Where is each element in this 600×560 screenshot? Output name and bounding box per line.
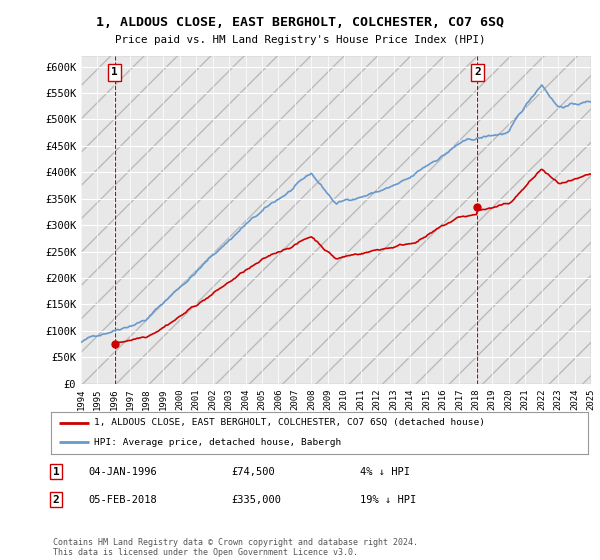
Text: 05-FEB-2018: 05-FEB-2018: [89, 494, 158, 505]
Text: 19% ↓ HPI: 19% ↓ HPI: [360, 494, 416, 505]
Text: £74,500: £74,500: [231, 466, 275, 477]
Text: 4% ↓ HPI: 4% ↓ HPI: [360, 466, 410, 477]
Text: Contains HM Land Registry data © Crown copyright and database right 2024.
This d: Contains HM Land Registry data © Crown c…: [53, 538, 418, 557]
Text: 2: 2: [474, 67, 481, 77]
Text: HPI: Average price, detached house, Babergh: HPI: Average price, detached house, Babe…: [94, 438, 341, 447]
Text: 2: 2: [53, 494, 59, 505]
Text: £335,000: £335,000: [231, 494, 281, 505]
Text: 04-JAN-1996: 04-JAN-1996: [89, 466, 158, 477]
Text: Price paid vs. HM Land Registry's House Price Index (HPI): Price paid vs. HM Land Registry's House …: [115, 35, 485, 45]
Text: 1: 1: [111, 67, 118, 77]
Text: 1, ALDOUS CLOSE, EAST BERGHOLT, COLCHESTER, CO7 6SQ (detached house): 1, ALDOUS CLOSE, EAST BERGHOLT, COLCHEST…: [94, 418, 485, 427]
Text: 1, ALDOUS CLOSE, EAST BERGHOLT, COLCHESTER, CO7 6SQ: 1, ALDOUS CLOSE, EAST BERGHOLT, COLCHEST…: [96, 16, 504, 29]
Text: 1: 1: [53, 466, 59, 477]
